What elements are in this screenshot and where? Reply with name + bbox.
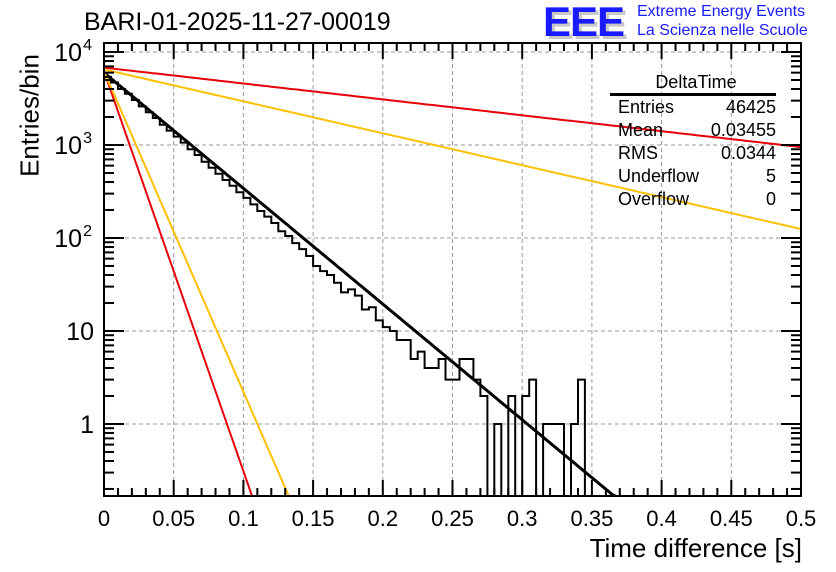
- y-tick-label: 10: [54, 39, 82, 67]
- x-tick-label: 0.4: [646, 506, 677, 531]
- x-tick-label: 0.05: [152, 506, 195, 531]
- y-tick-label: 1: [80, 411, 94, 439]
- y-tick-label: 10: [54, 132, 82, 160]
- y-tick-label: 10: [66, 318, 94, 346]
- x-tick-label: 0.35: [570, 506, 613, 531]
- x-tick-label: 0.1: [228, 506, 259, 531]
- x-tick-label: 0.2: [368, 506, 399, 531]
- stats-label: Mean: [618, 120, 664, 140]
- x-tick-label: 0.5: [786, 506, 817, 531]
- y-tick-exponent: 4: [83, 37, 92, 54]
- fit-curve-red-steep: [104, 70, 254, 496]
- fit-curve-fit: [104, 71, 617, 496]
- x-tick-label: 0.15: [292, 506, 335, 531]
- x-tick-label: 0: [98, 506, 110, 531]
- x-tick-label: 0.3: [507, 506, 538, 531]
- eee-logo-text: Extreme Energy Events La Scienza nelle S…: [637, 2, 808, 40]
- stats-row-entries: Entries 46425: [610, 96, 776, 119]
- y-tick-exponent: 3: [83, 130, 92, 147]
- fit-curve-yellow-steep: [104, 70, 291, 496]
- stats-value: 46425: [725, 97, 776, 117]
- stats-box: DeltaTime Entries 46425 Mean 0.03455 RMS 0.…: [610, 72, 776, 211]
- stats-row-overflow: Overflow 0: [610, 188, 776, 211]
- stats-row-rms: RMS 0.0344: [610, 142, 776, 165]
- y-tick-exponent: 2: [83, 223, 92, 240]
- logo-line-1: Extreme Energy Events: [637, 3, 806, 20]
- stats-title: DeltaTime: [610, 72, 776, 96]
- stats-label: Overflow: [618, 189, 690, 209]
- stats-label: Underflow: [618, 166, 700, 186]
- x-tick-label: 0.25: [431, 506, 474, 531]
- x-axis-label: Time difference [s]: [589, 533, 802, 563]
- stats-label: RMS: [618, 143, 658, 163]
- stats-label: Entries: [618, 97, 675, 117]
- stats-value: 5: [765, 166, 776, 186]
- x-tick-label: 0.45: [710, 506, 753, 531]
- y-axis-label: Entries/bin: [14, 54, 45, 177]
- eee-logo: EEE: [543, 0, 625, 45]
- stats-row-mean: Mean 0.03455: [610, 119, 776, 142]
- fit-curve-red-shallow: [104, 66, 801, 149]
- stats-value: 0: [765, 189, 776, 209]
- fit-curve-yellow-shallow: [104, 68, 801, 230]
- stats-value: 0.03455: [710, 120, 776, 140]
- histogram-step: [104, 75, 801, 496]
- chart-title: BARI-01-2025-11-27-00019: [84, 8, 391, 36]
- stats-value: 0.0344: [720, 143, 776, 163]
- y-tick-label: 10: [54, 225, 82, 253]
- stats-row-underflow: Underflow 5: [610, 165, 776, 188]
- logo-line-2: La Scienza nelle Scuole: [637, 22, 808, 39]
